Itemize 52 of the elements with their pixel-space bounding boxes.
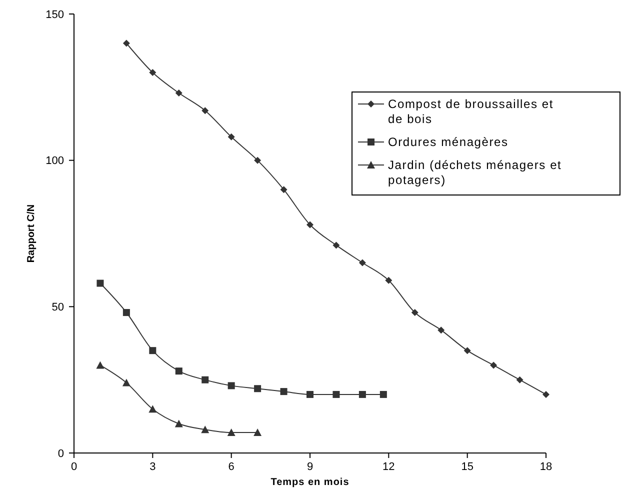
- x-tick-label: 6: [228, 461, 234, 473]
- point: [122, 309, 130, 316]
- x-tick-label: 18: [540, 461, 552, 473]
- point: [202, 376, 209, 384]
- x-tick-label: 15: [461, 461, 474, 473]
- y-tick-label: 100: [46, 155, 64, 168]
- point: [306, 390, 314, 398]
- point: [96, 361, 104, 369]
- x-axis-title: Temps en mois: [270, 477, 350, 488]
- point: [175, 90, 182, 97]
- point: [254, 156, 262, 164]
- point: [96, 280, 104, 287]
- point: [280, 186, 288, 194]
- point: [254, 428, 262, 436]
- point: [542, 390, 550, 398]
- y-tick-label: 150: [46, 8, 64, 21]
- y-tick-label: 50: [52, 302, 64, 314]
- y-tick-label: 0: [58, 448, 64, 460]
- point: [122, 378, 130, 386]
- point: [385, 276, 392, 284]
- legend-label: Ordures ménagères: [388, 135, 508, 150]
- point: [201, 426, 210, 434]
- point: [490, 362, 498, 369]
- point: [149, 347, 156, 354]
- point: [438, 326, 445, 334]
- point: [516, 376, 524, 384]
- point: [332, 242, 340, 249]
- y-axis-title: Rapport C/N: [26, 204, 37, 263]
- x-tick-label: 9: [306, 461, 314, 473]
- point: [202, 107, 209, 114]
- point: [380, 390, 387, 398]
- point: [254, 385, 262, 392]
- x-tick-label: 12: [382, 461, 395, 473]
- point: [122, 40, 130, 47]
- point: [358, 259, 366, 266]
- point: [332, 390, 340, 398]
- legend-label: Jardin (déchets ménagers et potagers): [388, 158, 562, 188]
- point: [148, 405, 157, 413]
- point: [280, 388, 288, 396]
- point: [411, 309, 418, 316]
- point: [306, 221, 314, 228]
- point: [228, 382, 235, 390]
- x-tick-label: 0: [70, 461, 78, 473]
- point: [175, 368, 182, 375]
- point: [174, 420, 183, 428]
- legend-label: Compost de broussailles et de bois: [388, 97, 554, 126]
- point: [464, 347, 471, 354]
- point: [227, 428, 236, 436]
- x-tick-label: 3: [150, 461, 156, 473]
- point: [228, 133, 235, 140]
- point: [358, 390, 366, 398]
- point: [149, 69, 156, 76]
